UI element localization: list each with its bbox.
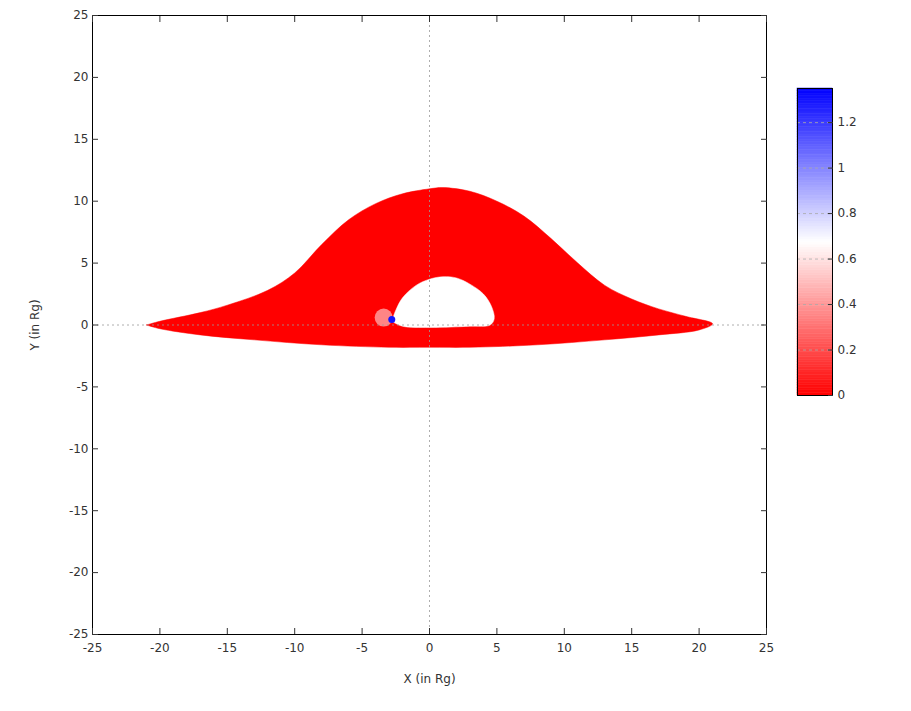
svg-text:15: 15 [624, 641, 639, 655]
svg-text:1: 1 [838, 161, 846, 175]
svg-text:-5: -5 [356, 641, 368, 655]
svg-text:-15: -15 [217, 641, 237, 655]
svg-text:5: 5 [493, 641, 501, 655]
svg-text:0.8: 0.8 [838, 206, 857, 220]
svg-text:20: 20 [73, 70, 88, 84]
svg-text:25: 25 [759, 641, 774, 655]
svg-text:-15: -15 [69, 504, 89, 518]
svg-text:20: 20 [691, 641, 706, 655]
svg-text:-10: -10 [69, 442, 89, 456]
svg-text:0.6: 0.6 [838, 252, 857, 266]
svg-text:-10: -10 [285, 641, 305, 655]
svg-text:10: 10 [73, 194, 88, 208]
svg-text:-20: -20 [150, 641, 170, 655]
svg-text:Y (in Rg): Y (in Rg) [28, 299, 42, 351]
svg-text:10: 10 [557, 641, 572, 655]
svg-text:0: 0 [426, 641, 434, 655]
svg-text:-5: -5 [77, 380, 89, 394]
svg-text:-25: -25 [83, 641, 103, 655]
svg-text:5: 5 [81, 256, 89, 270]
svg-text:0: 0 [838, 388, 846, 402]
svg-text:-25: -25 [69, 627, 89, 641]
svg-text:1.2: 1.2 [838, 115, 857, 129]
svg-text:-20: -20 [69, 565, 89, 579]
svg-text:0: 0 [81, 318, 89, 332]
svg-text:0.4: 0.4 [838, 297, 857, 311]
svg-text:0.2: 0.2 [838, 343, 857, 357]
svg-text:X (in Rg): X (in Rg) [403, 672, 455, 686]
svg-text:15: 15 [73, 132, 88, 146]
svg-text:25: 25 [73, 8, 88, 22]
